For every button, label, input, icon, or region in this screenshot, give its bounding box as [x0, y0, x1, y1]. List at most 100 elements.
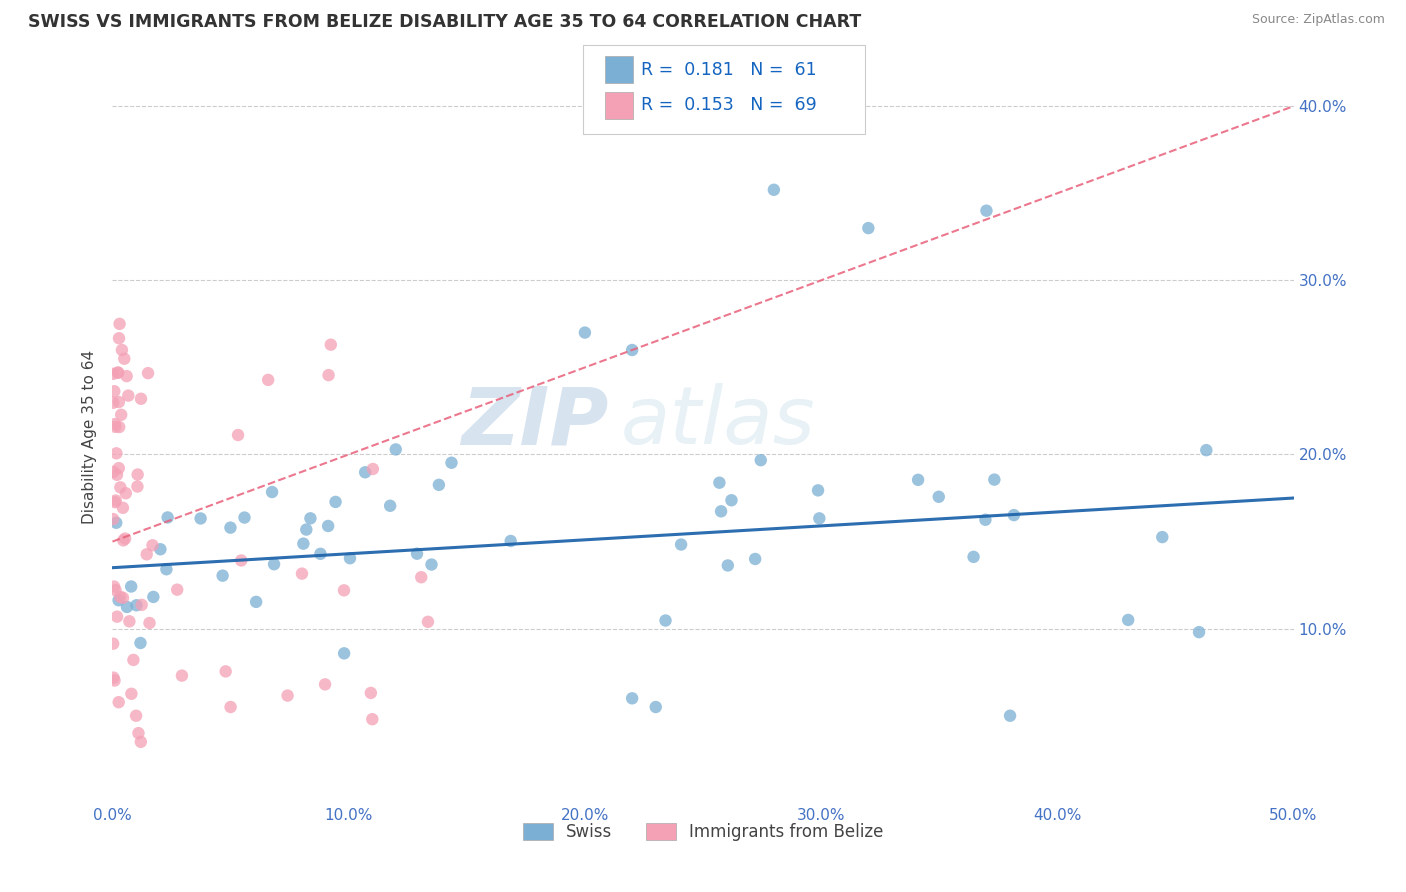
Point [125, 599, 148, 613]
Point [983, 473, 1005, 487]
Point [115, 599, 138, 614]
Point [644, 700, 666, 714]
Point [416, 615, 439, 629]
Point [110, 408, 132, 422]
Point [361, 462, 384, 476]
Point [420, 558, 443, 572]
Point [103, 637, 125, 651]
Point [499, 533, 522, 548]
Point [127, 479, 149, 493]
Point [406, 547, 429, 561]
Point [122, 653, 145, 667]
Point [104, 419, 127, 434]
Text: ZIP: ZIP [461, 384, 609, 461]
Point [211, 568, 233, 582]
Point [108, 331, 131, 345]
Point [749, 453, 772, 467]
Point [998, 708, 1021, 723]
Point [720, 493, 742, 508]
Point [928, 490, 950, 504]
Point [314, 677, 336, 691]
Point [142, 590, 165, 604]
Point [333, 583, 356, 598]
Point [316, 519, 339, 533]
Point [717, 558, 740, 573]
Point [112, 533, 135, 548]
Point [319, 337, 342, 351]
Text: Source: ZipAtlas.com: Source: ZipAtlas.com [1251, 13, 1385, 27]
Point [108, 317, 131, 331]
Point [104, 417, 127, 431]
Point [360, 686, 382, 700]
Text: R =  0.181   N =  61: R = 0.181 N = 61 [641, 61, 817, 78]
Point [339, 551, 361, 566]
Point [361, 712, 384, 726]
Point [325, 495, 347, 509]
Point [907, 473, 929, 487]
Point [110, 480, 132, 494]
Point [103, 367, 125, 381]
Point [1116, 613, 1139, 627]
Point [962, 549, 984, 564]
Point [136, 366, 159, 380]
Point [1188, 625, 1211, 640]
Point [127, 467, 149, 482]
Point [166, 582, 188, 597]
Text: R =  0.153   N =  69: R = 0.153 N = 69 [641, 96, 817, 114]
Point [111, 343, 134, 357]
Point [262, 485, 284, 500]
Point [384, 442, 406, 457]
Point [233, 510, 256, 524]
Point [129, 392, 152, 406]
Legend: Swiss, Immigrants from Belize: Swiss, Immigrants from Belize [515, 814, 891, 849]
Point [111, 591, 134, 605]
Point [295, 523, 318, 537]
Point [120, 687, 142, 701]
Point [976, 203, 998, 218]
Point [107, 695, 129, 709]
Point [277, 689, 299, 703]
Point [108, 420, 131, 434]
Point [1152, 530, 1174, 544]
Text: SWISS VS IMMIGRANTS FROM BELIZE DISABILITY AGE 35 TO 64 CORRELATION CHART: SWISS VS IMMIGRANTS FROM BELIZE DISABILI… [28, 13, 862, 31]
Point [574, 326, 596, 340]
Point [112, 351, 135, 366]
Point [115, 369, 138, 384]
Point [105, 609, 128, 624]
Point [111, 500, 134, 515]
Point [118, 615, 141, 629]
Point [669, 537, 692, 551]
Point [107, 366, 129, 380]
Point [103, 465, 125, 479]
Point [263, 558, 285, 572]
Point [107, 593, 129, 607]
Point [710, 504, 733, 518]
Point [411, 570, 433, 584]
Point [621, 343, 644, 357]
Point [621, 691, 644, 706]
Point [219, 700, 242, 714]
Point [104, 583, 127, 598]
Text: atlas: atlas [620, 384, 815, 461]
Point [808, 511, 831, 525]
Point [103, 396, 125, 410]
Point [156, 510, 179, 524]
Point [333, 646, 356, 660]
Point [108, 590, 131, 604]
Point [105, 467, 128, 482]
Point [807, 483, 830, 498]
Point [125, 708, 148, 723]
Point [378, 499, 401, 513]
Point [103, 384, 125, 399]
Point [117, 389, 139, 403]
Point [103, 673, 125, 688]
Point [129, 636, 152, 650]
Point [354, 465, 377, 479]
Point [131, 598, 153, 612]
Point [141, 538, 163, 552]
Y-axis label: Disability Age 35 to 64: Disability Age 35 to 64 [82, 350, 97, 524]
Point [744, 552, 766, 566]
Point [120, 580, 142, 594]
Point [170, 668, 193, 682]
Point [858, 221, 880, 235]
